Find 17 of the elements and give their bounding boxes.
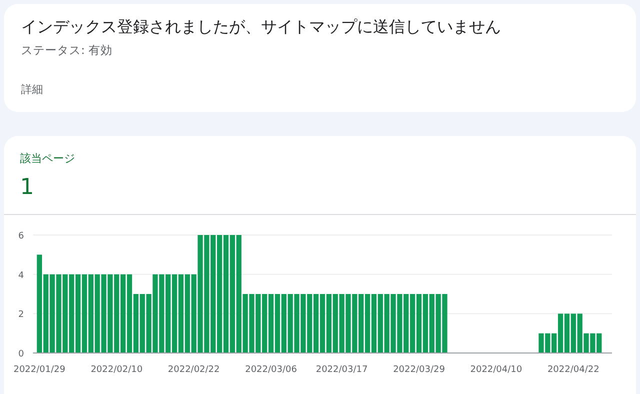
text: 1 — [20, 175, 34, 200]
chart-title: インデックス登録されましたが、サイトマップに送信していません — [21, 17, 501, 36]
x-tick-label: 2022/02/22 — [168, 365, 220, 375]
text: 詳細 — [21, 83, 43, 96]
x-tick-label: 2022/03/17 — [316, 365, 368, 375]
text: 該当ページ — [20, 152, 75, 165]
y-tick-label: 6 — [18, 232, 24, 242]
x-tick-label: 2022/04/22 — [547, 365, 600, 375]
x-tick-label: 2022/03/29 — [393, 365, 446, 375]
y-tick-label: 0 — [18, 350, 24, 360]
x-tick-label: 2022/03/06 — [245, 365, 298, 375]
chart-subtitle: ステータス: 有効 — [21, 43, 113, 57]
y-tick-label: 2 — [18, 310, 24, 320]
x-tick-label: 2022/02/10 — [90, 365, 143, 375]
x-tick-label: 2022/04/10 — [470, 365, 522, 375]
x-tick-label: 2022/01/29 — [13, 365, 66, 375]
y-tick-label: 4 — [18, 270, 24, 281]
